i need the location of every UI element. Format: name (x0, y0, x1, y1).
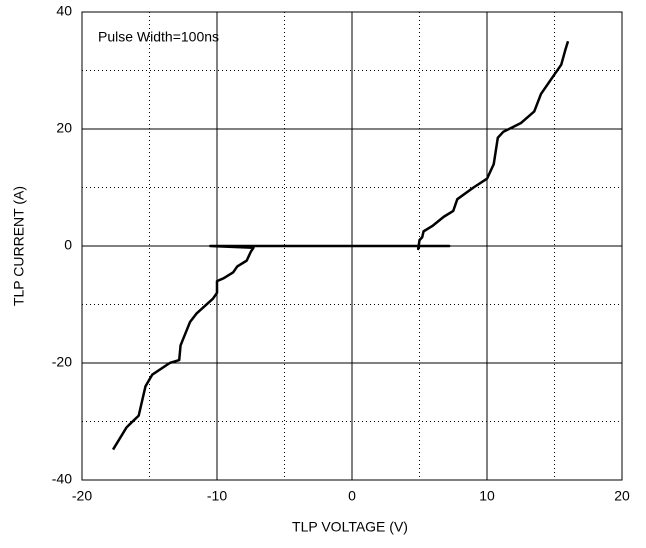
y-axis-label: TLP CURRENT (A) (11, 186, 27, 306)
x-tick-label: -10 (207, 488, 227, 504)
annotation: Pulse Width=100ns (98, 29, 219, 45)
x-tick-label: -20 (72, 488, 92, 504)
x-axis-label: TLP VOLTAGE (V) (292, 519, 408, 535)
y-tick-label: -40 (52, 471, 72, 487)
y-tick-label: 20 (56, 120, 72, 136)
x-tick-label: 10 (479, 488, 495, 504)
y-tick-label: 40 (56, 3, 72, 19)
iv-curve (111, 40, 570, 451)
x-tick-label: 20 (614, 488, 630, 504)
x-tick-label: 0 (348, 488, 356, 504)
y-tick-label: 0 (64, 237, 72, 253)
y-tick-label: -20 (52, 354, 72, 370)
